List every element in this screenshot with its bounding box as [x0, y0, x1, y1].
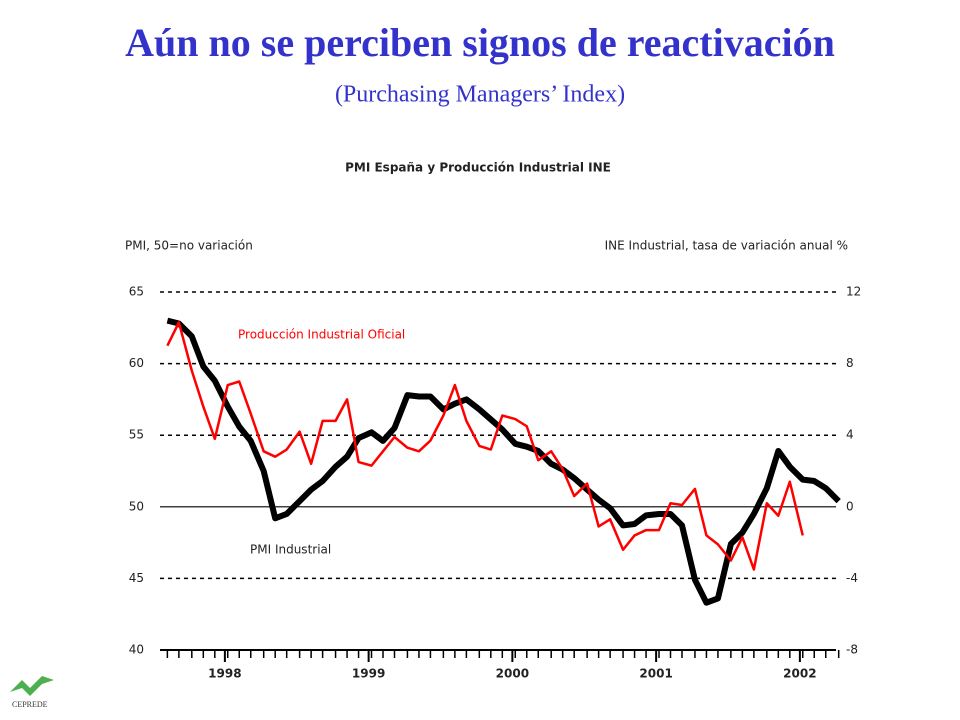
x-tick-label: 2001 — [639, 667, 672, 681]
x-tick-label: 2000 — [496, 667, 529, 681]
y-axis-label: PMI, 50=no variación — [125, 239, 253, 253]
y-tick-label: 55 — [129, 428, 144, 442]
x-tick-label: 1999 — [352, 667, 385, 681]
logo-mark — [10, 676, 54, 696]
slide-subtitle: (Purchasing Managers’ Index) — [335, 82, 625, 108]
y2-tick-label: -4 — [846, 571, 858, 585]
x-tick-label: 2002 — [783, 667, 816, 681]
series-line — [166, 317, 841, 606]
x-tick-label: 1998 — [208, 667, 241, 681]
y2-axis-label: INE Industrial, tasa de variación anual … — [605, 239, 848, 253]
y-tick-label: 50 — [129, 499, 144, 513]
y2-tick-label: 4 — [846, 428, 854, 442]
y-tick-label: 40 — [129, 643, 144, 657]
y2-tick-label: 8 — [846, 356, 854, 370]
y2-tick-label: 0 — [846, 499, 854, 513]
series-line — [166, 321, 804, 571]
slide-title: Aún no se perciben signos de reactivació… — [125, 20, 835, 65]
annotation: PMI Industrial — [250, 543, 331, 557]
y-tick-label: 60 — [129, 356, 144, 370]
y2-tick-label: 12 — [846, 285, 861, 299]
logo-text: CEPREDE — [12, 700, 48, 709]
logo: CEPREDE — [10, 676, 54, 709]
annotation: Producción Industrial Oficial — [238, 328, 405, 342]
y2-tick-label: -8 — [846, 643, 858, 657]
y-tick-label: 45 — [129, 571, 144, 585]
chart-title: PMI España y Producción Industrial INE — [345, 161, 611, 175]
y-tick-label: 65 — [129, 285, 144, 299]
